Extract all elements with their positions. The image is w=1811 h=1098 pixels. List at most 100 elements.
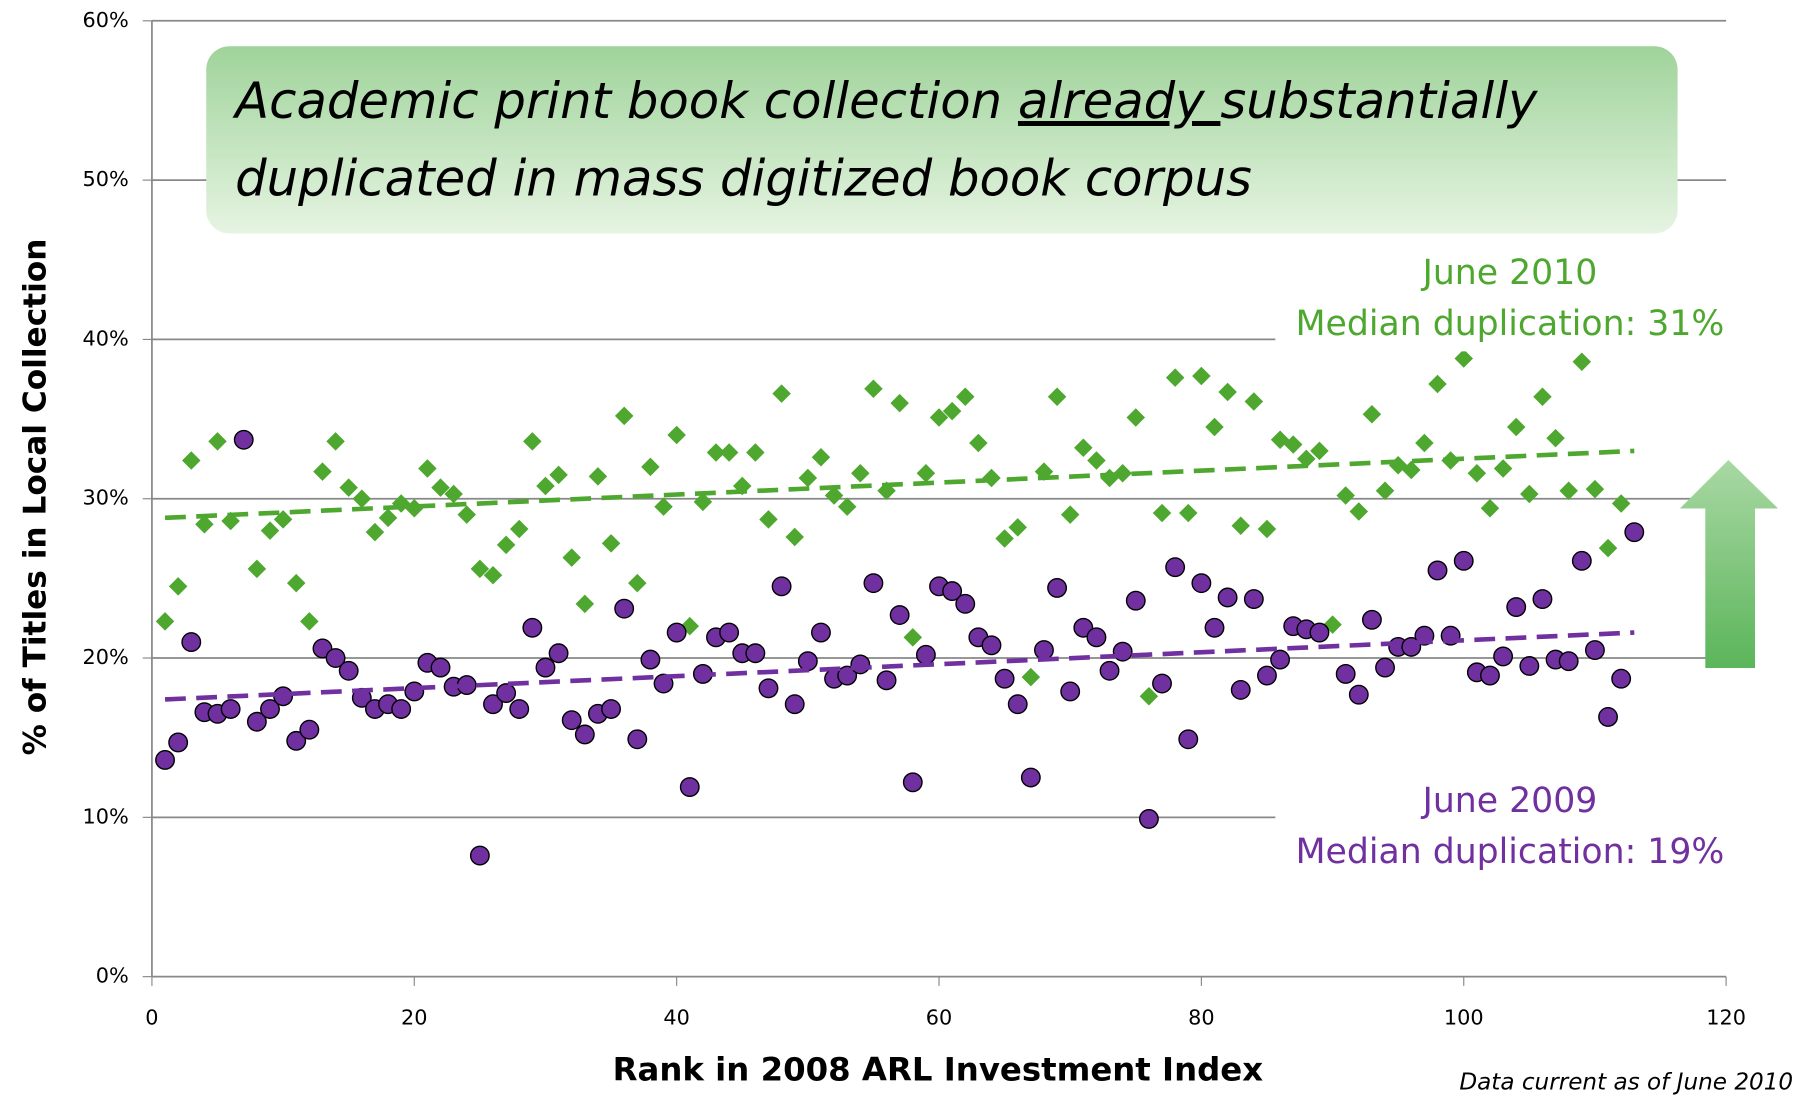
point — [1572, 352, 1592, 371]
point — [1297, 449, 1316, 469]
point — [588, 467, 608, 486]
point — [208, 432, 227, 451]
trend-line — [164, 448, 1635, 521]
point — [640, 649, 661, 670]
point — [168, 732, 189, 753]
point — [1007, 694, 1028, 715]
point — [772, 384, 791, 403]
point — [653, 673, 674, 694]
point — [851, 463, 870, 483]
point — [1244, 392, 1264, 411]
point — [1349, 502, 1369, 521]
point — [942, 581, 963, 602]
y-tick-label: 50% — [83, 167, 129, 191]
point — [614, 598, 635, 619]
y-tick-label: 40% — [83, 326, 129, 350]
y-tick-label: 20% — [83, 645, 129, 669]
point — [1375, 481, 1395, 501]
point — [391, 699, 412, 719]
point — [890, 393, 909, 413]
point — [1192, 366, 1211, 386]
point — [260, 521, 280, 540]
point — [667, 425, 686, 445]
point — [326, 432, 345, 451]
point — [470, 559, 490, 579]
point — [220, 699, 241, 719]
point — [614, 406, 634, 426]
y-tick-label: 60% — [83, 8, 129, 32]
point — [1218, 382, 1237, 402]
point — [404, 681, 425, 702]
point — [575, 594, 595, 614]
point — [1611, 494, 1631, 513]
point — [1205, 417, 1224, 437]
point — [1520, 484, 1539, 504]
point — [956, 387, 975, 407]
point — [1086, 627, 1107, 648]
point — [1178, 729, 1199, 750]
point — [483, 565, 503, 585]
point — [1611, 668, 1632, 689]
point — [496, 535, 516, 555]
point — [915, 644, 936, 665]
point — [797, 651, 818, 672]
x-tick-label: 80 — [1188, 1005, 1214, 1029]
point — [313, 462, 332, 481]
point — [195, 514, 214, 534]
point — [1584, 640, 1605, 661]
label-backing — [1275, 774, 1738, 881]
point — [1021, 667, 1041, 687]
point — [444, 484, 463, 504]
point — [260, 699, 280, 719]
point — [339, 478, 358, 497]
point — [1087, 451, 1106, 470]
point — [1257, 519, 1277, 539]
point — [536, 476, 555, 496]
title-part: Academic print book collection — [232, 72, 1018, 130]
point — [182, 451, 201, 470]
point — [1165, 368, 1185, 387]
point — [837, 497, 857, 516]
point — [181, 632, 202, 653]
point — [1152, 673, 1172, 694]
point — [811, 448, 831, 467]
point — [352, 489, 372, 508]
point — [1125, 590, 1146, 611]
point — [759, 510, 778, 529]
x-tick-label: 60 — [926, 1005, 952, 1029]
point — [1152, 503, 1172, 523]
point — [1335, 664, 1356, 684]
point — [798, 468, 818, 488]
point — [1179, 503, 1198, 523]
point — [155, 612, 175, 631]
point — [627, 729, 648, 750]
point — [601, 699, 622, 719]
annotation: Median duplication: 19% — [1296, 832, 1725, 872]
point — [785, 527, 804, 547]
point — [1217, 587, 1238, 608]
x-tick-label: 0 — [145, 1005, 158, 1029]
point — [850, 654, 871, 675]
point — [916, 463, 936, 483]
title-part: substantially — [1220, 72, 1538, 130]
point — [1270, 649, 1291, 670]
title-box — [206, 46, 1678, 234]
point — [719, 622, 740, 643]
point — [1558, 651, 1579, 672]
point — [1598, 538, 1618, 558]
point — [523, 432, 542, 451]
annotation: June 2009 — [1421, 781, 1598, 821]
point — [811, 622, 831, 643]
point — [299, 719, 320, 740]
point — [929, 408, 949, 427]
point — [693, 492, 713, 512]
point — [1310, 441, 1329, 461]
chart-title: duplicated in mass digitized book corpus — [235, 149, 1252, 207]
point — [1204, 617, 1225, 638]
point — [995, 529, 1014, 548]
point — [955, 593, 976, 614]
point — [876, 670, 897, 691]
point — [1243, 589, 1264, 610]
point — [1375, 657, 1395, 678]
point — [719, 443, 739, 462]
